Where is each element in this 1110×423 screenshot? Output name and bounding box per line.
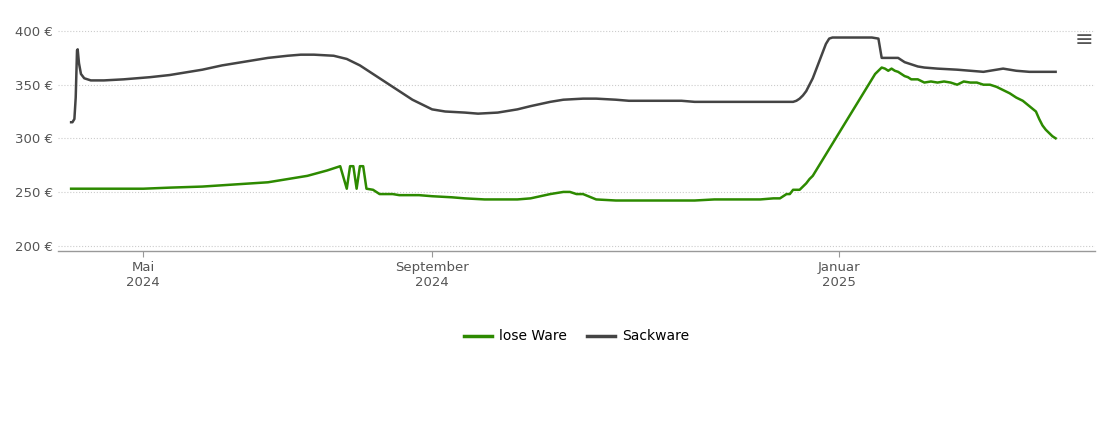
Text: ≡: ≡ bbox=[1074, 30, 1093, 49]
Legend: lose Ware, Sackware: lose Ware, Sackware bbox=[458, 324, 695, 349]
